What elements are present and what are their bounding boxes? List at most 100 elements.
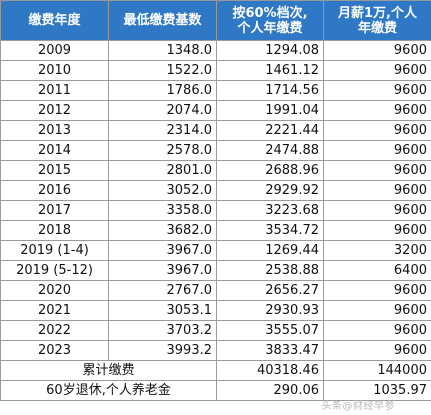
pension-row-label: 60岁退休,个人养老金 xyxy=(0,380,217,401)
min-base-cell: 3993.2 xyxy=(108,340,217,361)
year-cell: 2022 xyxy=(0,320,109,341)
year-cell: 2021 xyxy=(0,300,109,321)
salary-cell: 9600 xyxy=(323,40,431,61)
total-row-salary: 144000 xyxy=(323,360,431,381)
min-base-cell: 3703.2 xyxy=(108,320,217,341)
pct60-cell: 2221.44 xyxy=(216,120,324,141)
pct60-cell: 1714.56 xyxy=(216,80,324,101)
table-row: 2020 2767.0 2656.27 9600 xyxy=(0,280,431,301)
year-cell: 2013 xyxy=(0,120,109,141)
pct60-cell: 2930.93 xyxy=(216,300,324,321)
salary-cell: 9600 xyxy=(323,160,431,181)
pension-contribution-table: 缴费年度 最低缴费基数 按60%档次, 个人年缴费 月薪1万,个人 年缴费 20… xyxy=(0,0,431,401)
pension-row-pct60: 290.06 xyxy=(216,380,324,401)
year-cell: 2019 (1-4) xyxy=(0,240,109,261)
pct60-cell: 3833.47 xyxy=(216,340,324,361)
table-header-row: 缴费年度 最低缴费基数 按60%档次, 个人年缴费 月薪1万,个人 年缴费 xyxy=(0,0,431,41)
salary-cell: 9600 xyxy=(323,60,431,81)
salary-cell: 9600 xyxy=(323,80,431,101)
salary-cell: 3200 xyxy=(323,240,431,261)
pct60-cell: 3534.72 xyxy=(216,220,324,241)
total-row-label: 累计缴费 xyxy=(0,360,217,381)
table-row: 2017 3358.0 3223.68 9600 xyxy=(0,200,431,221)
salary-cell: 9600 xyxy=(323,100,431,121)
table-row: 2016 3052.0 2929.92 9600 xyxy=(0,180,431,201)
min-base-cell: 3358.0 xyxy=(108,200,217,221)
salary-cell: 9600 xyxy=(323,280,431,301)
header-pct60-line2: 个人年缴费 xyxy=(237,20,303,36)
year-cell: 2016 xyxy=(0,180,109,201)
header-pct60: 按60%档次, 个人年缴费 xyxy=(216,0,324,41)
table-row: 2018 3682.0 3534.72 9600 xyxy=(0,220,431,241)
salary-cell: 9600 xyxy=(323,200,431,221)
table-row: 2010 1522.0 1461.12 9600 xyxy=(0,60,431,81)
pct60-cell: 2929.92 xyxy=(216,180,324,201)
header-min-base: 最低缴费基数 xyxy=(108,0,217,41)
table-row: 2021 3053.1 2930.93 9600 xyxy=(0,300,431,321)
pct60-cell: 3223.68 xyxy=(216,200,324,221)
salary-cell: 9600 xyxy=(323,340,431,361)
table-row: 2012 2074.0 1991.04 9600 xyxy=(0,100,431,121)
salary-cell: 9600 xyxy=(323,180,431,201)
year-cell: 2019 (5-12) xyxy=(0,260,109,281)
pct60-cell: 1269.44 xyxy=(216,240,324,261)
pct60-cell: 1461.12 xyxy=(216,60,324,81)
pct60-cell: 1294.08 xyxy=(216,40,324,61)
salary-cell: 6400 xyxy=(323,260,431,281)
year-cell: 2011 xyxy=(0,80,109,101)
min-base-cell: 1522.0 xyxy=(108,60,217,81)
table-row: 2011 1786.0 1714.56 9600 xyxy=(0,80,431,101)
min-base-cell: 3967.0 xyxy=(108,260,217,281)
pct60-cell: 2538.88 xyxy=(216,260,324,281)
table-row: 2022 3703.2 3555.07 9600 xyxy=(0,320,431,341)
min-base-cell: 3052.0 xyxy=(108,180,217,201)
header-salary: 月薪1万,个人 年缴费 xyxy=(323,0,431,41)
min-base-cell: 2314.0 xyxy=(108,120,217,141)
pct60-cell: 2474.88 xyxy=(216,140,324,161)
min-base-cell: 3682.0 xyxy=(108,220,217,241)
year-cell: 2014 xyxy=(0,140,109,161)
table-row: 2015 2801.0 2688.96 9600 xyxy=(0,160,431,181)
year-cell: 2018 xyxy=(0,220,109,241)
table-row: 2019 (5-12) 3967.0 2538.88 6400 xyxy=(0,260,431,281)
table-body: 2009 1348.0 1294.08 9600 2010 1522.0 1461.12 96… xyxy=(0,40,431,401)
header-salary-line1: 月薪1万,个人 xyxy=(338,5,417,21)
table-row: 2023 3993.2 3833.47 9600 xyxy=(0,340,431,361)
salary-cell: 9600 xyxy=(323,120,431,141)
salary-cell: 9600 xyxy=(323,220,431,241)
salary-cell: 9600 xyxy=(323,140,431,161)
total-row: 累计缴费 40318.46 144000 xyxy=(0,360,431,381)
pension-row: 60岁退休,个人养老金 290.06 1035.97 xyxy=(0,380,431,401)
table-row: 2019 (1-4) 3967.0 1269.44 3200 xyxy=(0,240,431,261)
watermark: 头条@财经早参 xyxy=(321,401,395,412)
min-base-cell: 2767.0 xyxy=(108,280,217,301)
year-cell: 2012 xyxy=(0,100,109,121)
header-salary-line2: 年缴费 xyxy=(357,20,397,36)
min-base-cell: 3967.0 xyxy=(108,240,217,261)
min-base-cell: 2074.0 xyxy=(108,100,217,121)
year-cell: 2010 xyxy=(0,60,109,81)
table-row: 2014 2578.0 2474.88 9600 xyxy=(0,140,431,161)
year-cell: 2023 xyxy=(0,340,109,361)
total-row-pct60: 40318.46 xyxy=(216,360,324,381)
pension-row-salary: 1035.97 xyxy=(323,380,431,401)
table-row: 2009 1348.0 1294.08 9600 xyxy=(0,40,431,61)
pct60-cell: 2656.27 xyxy=(216,280,324,301)
min-base-cell: 3053.1 xyxy=(108,300,217,321)
header-pct60-line1: 按60%档次, xyxy=(232,5,308,21)
year-cell: 2009 xyxy=(0,40,109,61)
min-base-cell: 1786.0 xyxy=(108,80,217,101)
min-base-cell: 1348.0 xyxy=(108,40,217,61)
year-cell: 2020 xyxy=(0,280,109,301)
header-year: 缴费年度 xyxy=(0,0,109,41)
pct60-cell: 3555.07 xyxy=(216,320,324,341)
year-cell: 2017 xyxy=(0,200,109,221)
year-cell: 2015 xyxy=(0,160,109,181)
min-base-cell: 2801.0 xyxy=(108,160,217,181)
salary-cell: 9600 xyxy=(323,320,431,341)
salary-cell: 9600 xyxy=(323,300,431,321)
min-base-cell: 2578.0 xyxy=(108,140,217,161)
pct60-cell: 2688.96 xyxy=(216,160,324,181)
pct60-cell: 1991.04 xyxy=(216,100,324,121)
